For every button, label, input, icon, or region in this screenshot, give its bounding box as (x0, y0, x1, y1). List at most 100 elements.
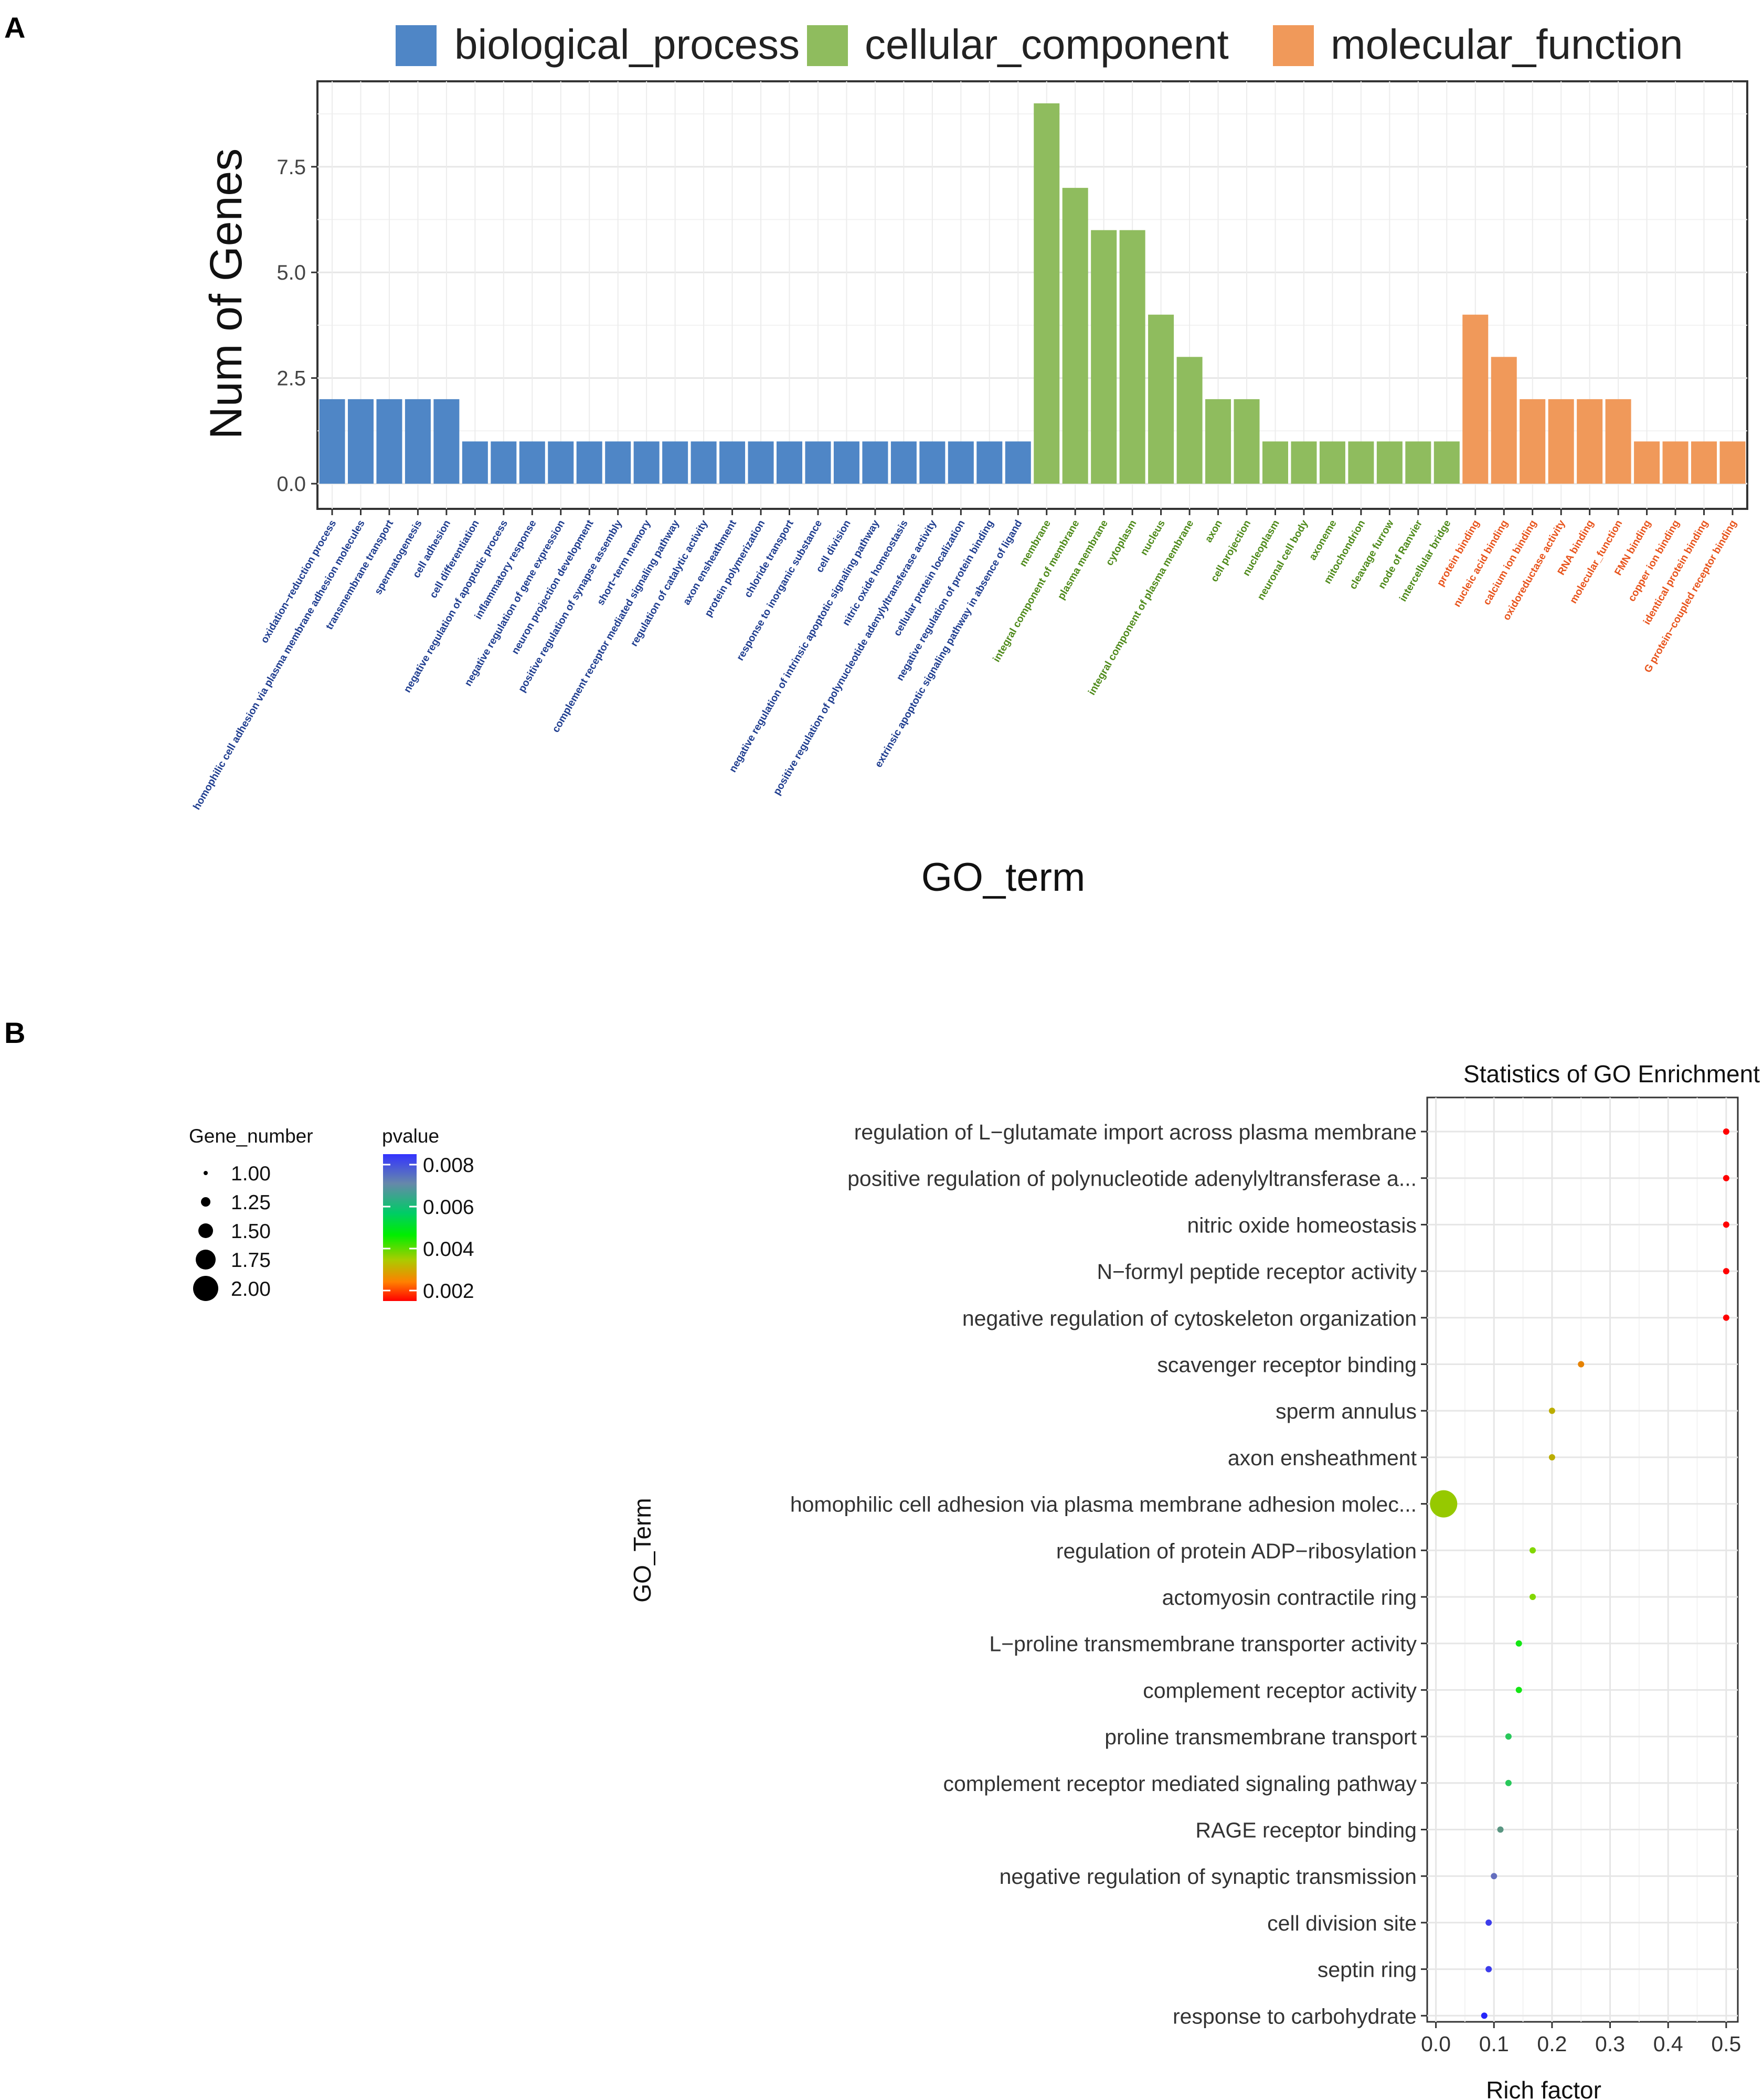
enrichment-x-tick-label: 0.4 (1653, 2032, 1683, 2056)
enrichment-point (1723, 1128, 1729, 1135)
enrichment-term-label: proline transmembrane transport (1104, 1725, 1417, 1749)
bar-y-tick-label: 0.0 (277, 473, 306, 496)
enrichment-x-axis: 0.0 0.1 0.2 0.3 0.4 0.5 (1421, 2022, 1741, 2056)
enrichment-term-label: RAGE receptor binding (1195, 1818, 1417, 1842)
enrichment-term-label: complement receptor mediated signaling p… (943, 1772, 1417, 1796)
colorbar-tick-label: 0.006 (423, 1196, 474, 1219)
size-legend-dot (204, 1171, 208, 1175)
size-legend-dot (198, 1223, 213, 1238)
enrichment-x-tick-label: 0.5 (1711, 2032, 1741, 2056)
enrichment-point (1548, 1408, 1555, 1414)
enrichment-point (1578, 1361, 1585, 1368)
enrichment-x-tick-label: 0.2 (1537, 2032, 1567, 2056)
bar (548, 441, 574, 484)
bar (1548, 399, 1574, 484)
bar (1634, 441, 1660, 484)
bar-x-tick-label: nucleus (1138, 518, 1167, 557)
legend-label-molecular-function: molecular_function (1331, 21, 1683, 68)
enrichment-term-label: scavenger receptor binding (1157, 1353, 1417, 1377)
enrichment-term-label: N−formyl peptide receptor activity (1097, 1260, 1417, 1284)
size-legend-title: Gene_number (189, 1125, 313, 1147)
bar-x-tick-label: intercellular bridge (1397, 518, 1453, 603)
bar (1491, 357, 1517, 484)
enrichment-term-label: cell division site (1267, 1911, 1417, 1935)
bar (1662, 441, 1688, 484)
enrichment-point (1530, 1594, 1536, 1600)
enrichment-term-label: regulation of L−glutamate import across … (854, 1120, 1417, 1144)
bar (691, 441, 717, 484)
enrichment-point (1505, 1733, 1512, 1740)
bar (805, 441, 831, 484)
legend-label-biological-process: biological_process (454, 21, 800, 68)
bar-y-tick-label: 2.5 (277, 367, 306, 390)
bar (948, 441, 974, 484)
size-legend-label: 1.75 (231, 1249, 271, 1272)
enrichment-points (1430, 1128, 1729, 2019)
color-legend-title: pvalue (382, 1125, 439, 1147)
enrichment-term-label: actomyosin contractile ring (1162, 1585, 1417, 1609)
size-legend-label: 2.00 (231, 1278, 271, 1300)
bars (319, 103, 1746, 484)
enrichment-x-tick-label: 0.3 (1595, 2032, 1625, 2056)
enrichment-term-label: septin ring (1318, 1958, 1417, 1982)
bar-x-axis-title: GO_term (921, 855, 1086, 900)
enrichment-point (1481, 2012, 1488, 2019)
bar (1319, 441, 1345, 484)
bar (1462, 314, 1489, 484)
bar (319, 399, 345, 484)
bar-x-tick-label: axon (1203, 518, 1225, 545)
bar (1348, 441, 1374, 484)
enrichment-x-axis-title: Rich factor (1486, 2076, 1601, 2100)
bar-y-tick-label: 7.5 (277, 156, 306, 179)
enrichment-point (1723, 1175, 1729, 1181)
bar (919, 441, 946, 484)
bar (605, 441, 631, 484)
bar (1262, 441, 1289, 484)
bar (576, 441, 602, 484)
size-legend-label: 1.00 (231, 1163, 271, 1185)
enrichment-term-label: positive regulation of polynucleotide ad… (847, 1167, 1417, 1191)
bar-x-tick-label: integral component of plasma membrane (1086, 518, 1196, 697)
bar (1034, 103, 1060, 484)
bar (1291, 441, 1317, 484)
bar (433, 399, 460, 484)
size-legend-label: 1.25 (231, 1191, 271, 1214)
enrichment-term-label: nitric oxide homeostasis (1187, 1213, 1417, 1237)
bar (376, 399, 402, 484)
enrichment-term-label: negative regulation of synaptic transmis… (1000, 1864, 1417, 1889)
size-legend-label: 1.50 (231, 1220, 271, 1243)
enrichment-title: Statistics of GO Enrichment (1463, 1060, 1760, 1088)
bar (1119, 230, 1145, 484)
bar-legend: biological_process cellular_component mo… (396, 21, 1683, 68)
bar (662, 441, 688, 484)
size-legend: Gene_number 1.00 1.25 1.50 1.75 2.00 (189, 1125, 313, 1301)
bar-x-tick-label: axon ensheathment (681, 518, 739, 607)
colorbar-tick-label: 0.004 (423, 1238, 474, 1261)
enrichment-term-label: response to carbohydrate (1173, 2004, 1417, 2028)
enrichment-point (1485, 1966, 1492, 1973)
bar (1005, 441, 1031, 484)
bar (862, 441, 888, 484)
enrichment-point (1515, 1687, 1522, 1693)
bar-x-tick-label: molecular_function (1567, 518, 1624, 606)
size-legend-dot (201, 1197, 210, 1207)
bar (1719, 441, 1746, 484)
enrichment-x-tick-label: 0.1 (1479, 2032, 1509, 2056)
enrichment-point (1515, 1640, 1522, 1647)
bar (833, 441, 859, 484)
bar (491, 441, 517, 484)
enrichment-point (1548, 1454, 1555, 1461)
bar (1176, 357, 1203, 484)
bar (1062, 188, 1088, 484)
color-legend: pvalue 0.008 0.006 0.004 0.002 (382, 1125, 474, 1303)
legend-label-cellular-component: cellular_component (865, 21, 1229, 68)
legend-swatch-molecular-function (1273, 25, 1314, 66)
bar (748, 441, 774, 484)
bar (776, 441, 803, 484)
enrichment-point (1505, 1779, 1512, 1786)
bar-y-tick-label: 5.0 (277, 261, 306, 284)
enrichment-point (1530, 1547, 1536, 1554)
enrichment-point (1485, 1919, 1492, 1926)
bar (405, 399, 431, 484)
